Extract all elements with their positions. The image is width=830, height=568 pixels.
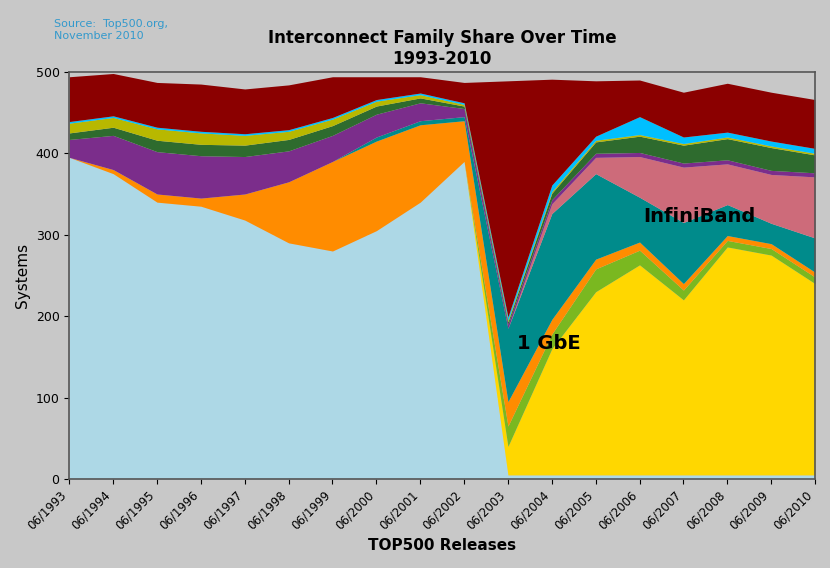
Title: Interconnect Family Share Over Time
1993-2010: Interconnect Family Share Over Time 1993… — [268, 29, 617, 68]
X-axis label: TOP500 Releases: TOP500 Releases — [368, 538, 516, 553]
Y-axis label: Systems: Systems — [15, 243, 30, 308]
Text: InfiniBand: InfiniBand — [643, 207, 756, 227]
Text: Source:  Top500.org,
November 2010: Source: Top500.org, November 2010 — [54, 19, 168, 40]
Text: 1 GbE: 1 GbE — [517, 333, 580, 353]
